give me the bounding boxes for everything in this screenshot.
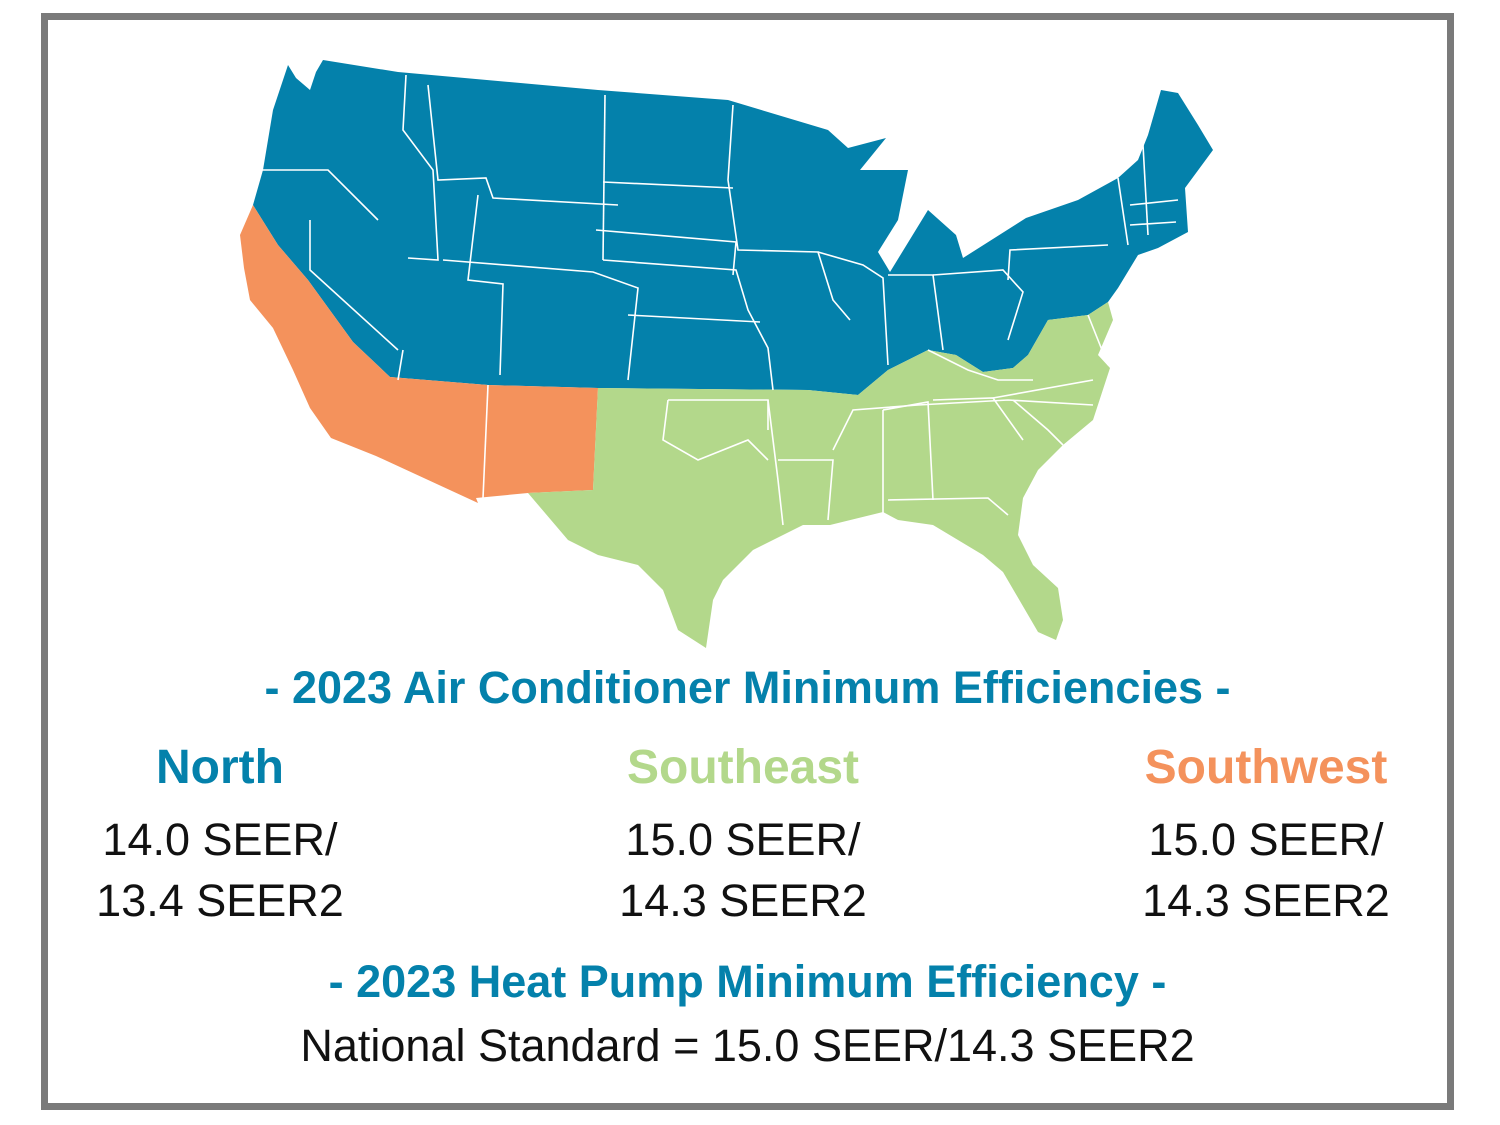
region-southwest: Southwest 15.0 SEER/ 14.3 SEER2 xyxy=(1116,744,1416,931)
region-name-north: North xyxy=(156,741,284,794)
southeast-seer2-value: 14.3 SEER2 xyxy=(619,875,867,926)
national-standard-text: National Standard = 15.0 SEER/14.3 SEER2 xyxy=(300,1020,1195,1071)
ac-efficiency-title: - 2023 Air Conditioner Minimum Efficienc… xyxy=(264,662,1231,713)
southeast-seer-value: 15.0 SEER/ xyxy=(625,814,861,865)
north-region xyxy=(253,60,1213,395)
region-north: North 14.0 SEER/ 13.4 SEER2 xyxy=(70,744,370,931)
infographic-frame: - 2023 Air Conditioner Minimum Efficienc… xyxy=(41,13,1454,1110)
region-name-southeast: Southeast xyxy=(626,741,860,794)
region-name-southwest: Southwest xyxy=(1144,741,1388,794)
state-borders xyxy=(258,74,1179,526)
north-seer-value: 14.0 SEER/ xyxy=(102,814,338,865)
heat-pump-efficiency-title: - 2023 Heat Pump Minimum Efficiency - xyxy=(328,956,1167,1007)
southwest-seer2-value: 14.3 SEER2 xyxy=(1142,875,1390,926)
us-region-map xyxy=(240,60,1213,648)
southwest-region xyxy=(240,205,598,503)
southwest-seer-value: 15.0 SEER/ xyxy=(1148,814,1384,865)
north-seer2-value: 13.4 SEER2 xyxy=(96,875,344,926)
region-southeast: Southeast 15.0 SEER/ 14.3 SEER2 xyxy=(593,744,893,931)
southeast-region xyxy=(528,302,1113,648)
